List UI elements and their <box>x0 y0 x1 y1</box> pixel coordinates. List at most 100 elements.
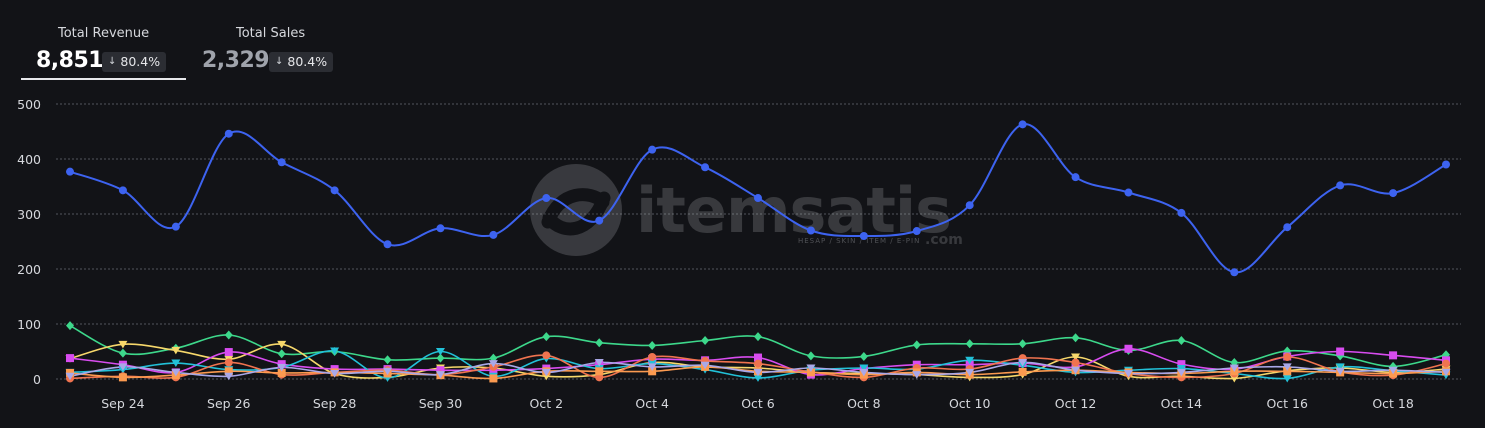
data-point[interactable] <box>1335 363 1345 371</box>
data-point[interactable] <box>118 186 127 195</box>
data-point[interactable] <box>66 167 74 176</box>
data-point[interactable] <box>171 368 181 377</box>
data-point[interactable] <box>435 348 445 356</box>
data-point[interactable] <box>277 158 286 167</box>
data-point[interactable] <box>1282 363 1292 371</box>
data-point[interactable] <box>701 336 710 345</box>
data-point[interactable] <box>912 227 921 236</box>
data-point[interactable] <box>1071 358 1080 367</box>
data-point[interactable] <box>1389 189 1398 198</box>
data-point[interactable] <box>648 340 657 350</box>
data-point[interactable] <box>277 349 286 359</box>
data-point[interactable] <box>118 363 128 371</box>
data-point[interactable] <box>488 360 498 368</box>
data-point[interactable] <box>1388 366 1398 375</box>
data-point[interactable] <box>806 226 815 235</box>
data-point[interactable] <box>965 368 975 377</box>
data-point[interactable] <box>1071 366 1081 375</box>
data-point[interactable] <box>65 372 75 381</box>
data-point[interactable] <box>1176 365 1186 373</box>
data-point[interactable] <box>171 359 181 368</box>
data-point[interactable] <box>754 359 762 368</box>
data-point[interactable] <box>753 368 763 377</box>
data-point[interactable] <box>965 360 974 369</box>
data-point[interactable] <box>1441 368 1451 377</box>
data-point[interactable] <box>489 374 498 383</box>
data-point[interactable] <box>1442 160 1450 169</box>
data-point[interactable] <box>701 163 710 172</box>
data-point[interactable] <box>1176 368 1186 377</box>
data-point[interactable] <box>754 194 762 203</box>
data-point[interactable] <box>224 367 233 376</box>
data-point[interactable] <box>224 330 233 340</box>
data-point[interactable] <box>171 346 181 355</box>
data-point[interactable] <box>1442 359 1450 368</box>
data-point[interactable] <box>277 340 287 349</box>
data-point[interactable] <box>912 371 922 379</box>
data-point[interactable] <box>595 367 604 376</box>
data-point[interactable] <box>435 371 445 379</box>
data-point[interactable] <box>1071 353 1081 362</box>
data-point[interactable] <box>330 347 340 355</box>
data-point[interactable] <box>224 358 233 367</box>
data-point[interactable] <box>436 224 445 233</box>
data-point[interactable] <box>118 373 127 382</box>
data-point[interactable] <box>754 353 762 362</box>
data-point[interactable] <box>754 332 762 342</box>
data-point[interactable] <box>383 367 393 376</box>
data-point[interactable] <box>806 364 816 373</box>
data-point[interactable] <box>1123 370 1133 378</box>
data-point[interactable] <box>859 364 869 373</box>
data-point[interactable] <box>1336 181 1345 190</box>
data-point[interactable] <box>1336 347 1345 356</box>
data-point[interactable] <box>806 351 815 361</box>
data-point[interactable] <box>912 340 921 350</box>
data-point[interactable] <box>118 348 127 358</box>
data-point[interactable] <box>277 368 286 377</box>
data-point[interactable] <box>1283 367 1292 376</box>
data-point[interactable] <box>224 129 233 138</box>
data-point[interactable] <box>1229 364 1239 373</box>
data-point[interactable] <box>383 240 392 249</box>
data-point[interactable] <box>66 354 74 363</box>
data-point[interactable] <box>118 340 128 349</box>
kpi-total-sales[interactable]: Total Sales 2,329 ↓ 80.4% <box>196 0 356 82</box>
data-point[interactable] <box>436 366 445 375</box>
data-point[interactable] <box>224 372 234 381</box>
data-point[interactable] <box>1124 188 1133 197</box>
data-point[interactable] <box>1282 374 1292 383</box>
data-point[interactable] <box>1071 333 1080 343</box>
data-point[interactable] <box>1018 367 1027 376</box>
kpi-total-revenue[interactable]: Total Revenue 8,851 ↓ 80.4% <box>0 0 200 82</box>
data-point[interactable] <box>648 353 657 361</box>
data-point[interactable] <box>859 351 868 361</box>
data-point[interactable] <box>436 353 445 363</box>
data-point[interactable] <box>1335 367 1345 376</box>
data-point[interactable] <box>595 373 604 382</box>
data-point[interactable] <box>648 145 657 154</box>
data-point[interactable] <box>595 216 604 225</box>
data-point[interactable] <box>753 374 763 382</box>
data-point[interactable] <box>330 186 339 195</box>
data-point[interactable] <box>1124 344 1133 353</box>
data-point[interactable] <box>965 356 975 365</box>
data-point[interactable] <box>541 368 551 377</box>
data-point[interactable] <box>1283 353 1292 361</box>
data-point[interactable] <box>595 338 604 348</box>
data-point[interactable] <box>806 368 815 377</box>
data-point[interactable] <box>383 355 392 365</box>
data-point[interactable] <box>1177 208 1186 217</box>
data-point[interactable] <box>330 370 340 378</box>
data-point[interactable] <box>1018 339 1027 349</box>
data-point[interactable] <box>647 363 657 371</box>
data-point[interactable] <box>648 367 657 376</box>
data-point[interactable] <box>1018 120 1027 129</box>
data-point[interactable] <box>1177 336 1186 345</box>
data-point[interactable] <box>1283 223 1292 232</box>
data-point[interactable] <box>542 351 551 360</box>
data-point[interactable] <box>489 230 498 239</box>
data-point[interactable] <box>1071 173 1080 182</box>
data-point[interactable] <box>542 194 551 203</box>
data-point[interactable] <box>859 368 869 377</box>
data-point[interactable] <box>965 201 974 210</box>
